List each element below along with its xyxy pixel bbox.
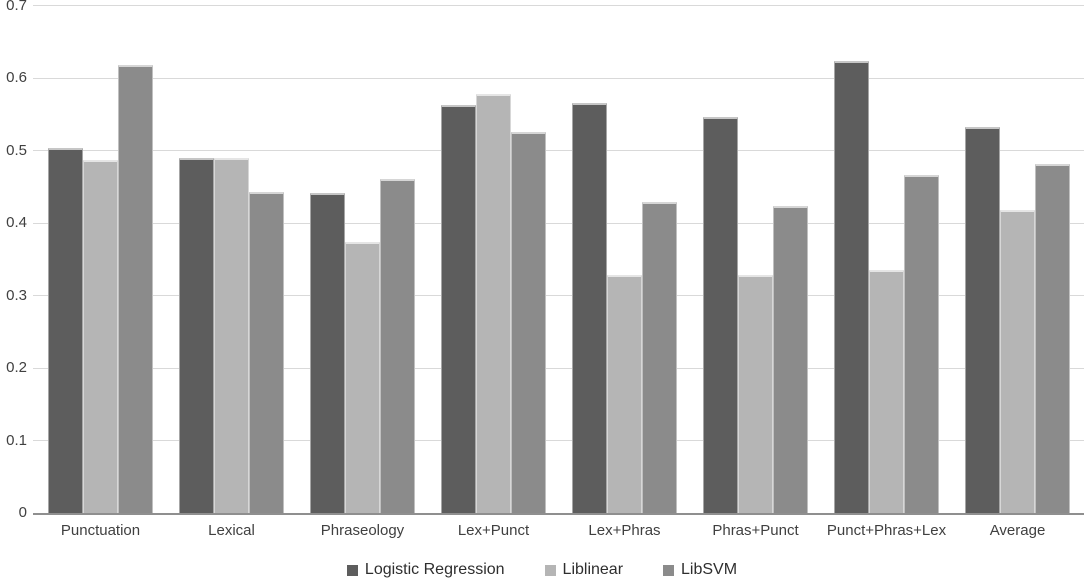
x-axis-label: Punctuation	[60, 522, 141, 539]
x-axis-label: Lex+Punct	[457, 522, 530, 539]
x-axis-label: Lexical	[208, 522, 255, 539]
legend-item: Liblinear	[544, 561, 624, 579]
legend-item: LibSVM	[663, 561, 737, 579]
bar	[310, 193, 345, 513]
bar	[118, 64, 153, 513]
bar-group	[35, 5, 166, 513]
plot-area	[35, 5, 1083, 513]
bar	[1000, 209, 1035, 513]
x-axis-label: Punct+Phras+Lex	[826, 522, 947, 539]
gridline	[33, 440, 1084, 441]
bar-group	[428, 5, 559, 513]
bar	[345, 241, 380, 513]
y-axis-tick-label: 0.4	[6, 214, 27, 231]
bar	[380, 178, 415, 513]
bar	[572, 102, 607, 513]
y-axis-tick-label: 0.2	[6, 359, 27, 376]
bar-group	[559, 5, 690, 513]
y-axis-tick-label: 0	[18, 504, 27, 521]
y-axis-tick-label: 0.7	[6, 0, 27, 14]
x-axis-label: Average	[989, 522, 1046, 539]
bar	[869, 270, 904, 513]
bar	[738, 275, 773, 513]
gridline	[33, 222, 1084, 224]
y-axis-tick-label: 0.5	[6, 141, 27, 159]
bar	[965, 126, 1000, 513]
legend-label: Liblinear	[562, 561, 624, 578]
gridline	[33, 150, 1084, 151]
bar	[48, 148, 83, 513]
bar-group	[690, 5, 821, 513]
bar	[511, 132, 546, 513]
gridline	[33, 367, 1084, 369]
legend-item: Logistic Regression	[346, 561, 505, 579]
legend-swatch	[346, 564, 358, 576]
x-axis-label: Phraseology	[320, 522, 405, 539]
x-axis-label: Phras+Punct	[712, 522, 799, 539]
x-axis-label: Lex+Phras	[588, 522, 661, 539]
gridline	[33, 77, 1084, 79]
bar	[249, 191, 284, 513]
bar-group	[821, 5, 952, 513]
bar	[476, 93, 511, 513]
legend-label: Logistic Regression	[364, 561, 505, 578]
bar	[1035, 164, 1070, 513]
bar	[179, 157, 214, 513]
bar	[214, 157, 249, 513]
bar	[642, 201, 677, 513]
legend-swatch	[663, 564, 675, 576]
bar	[773, 205, 808, 513]
bar-group	[952, 5, 1083, 513]
bar	[607, 275, 642, 513]
gridline	[33, 295, 1084, 296]
y-axis-tick-label: 0.1	[6, 431, 27, 449]
bar	[834, 61, 869, 513]
chart-legend: Logistic Regression Liblinear LibSVM	[0, 558, 1084, 582]
bar-group	[297, 5, 428, 513]
bar	[83, 159, 118, 513]
y-axis-tick-label: 0.6	[6, 69, 27, 86]
bar-group	[166, 5, 297, 513]
legend-swatch	[544, 564, 556, 576]
bar	[703, 117, 738, 513]
gridline	[33, 5, 1084, 6]
x-axis-category-labels: Punctuation Lexical Phraseology Lex+Punct Le…	[35, 522, 1083, 539]
bar	[904, 175, 939, 513]
legend-label: LibSVM	[681, 561, 738, 578]
x-axis-line	[33, 513, 1084, 515]
y-axis-tick-label: 0.3	[6, 286, 27, 304]
bar	[441, 104, 476, 513]
